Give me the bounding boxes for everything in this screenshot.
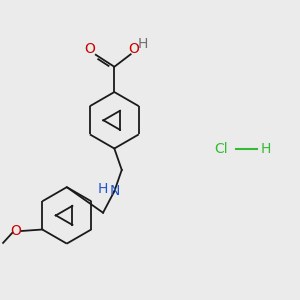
Text: H: H — [137, 37, 148, 51]
Text: Cl: Cl — [214, 142, 228, 155]
Text: O: O — [128, 42, 139, 56]
Text: H: H — [261, 142, 271, 155]
Text: O: O — [10, 224, 21, 238]
Text: O: O — [84, 42, 95, 56]
Text: H: H — [98, 182, 108, 196]
Text: N: N — [110, 184, 120, 198]
